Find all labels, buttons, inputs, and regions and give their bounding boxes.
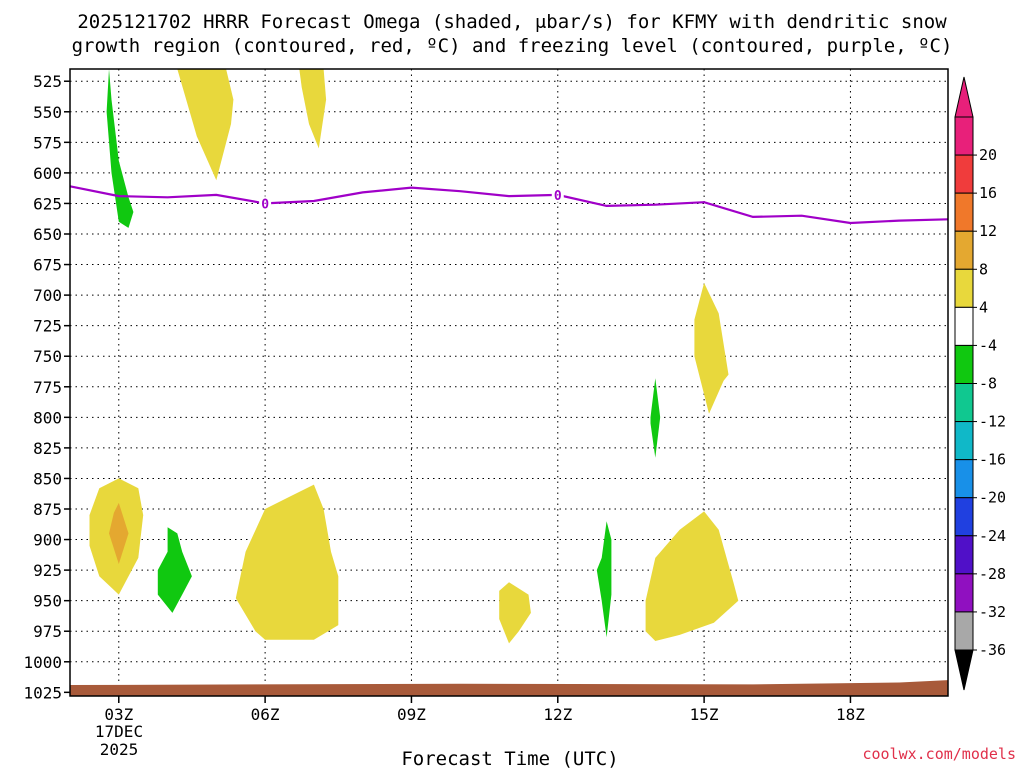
colorbar-bin-12-16	[954, 192, 974, 232]
colorbar-label-20: 20	[979, 146, 997, 164]
colorbar-label--4: -4	[979, 336, 997, 354]
colorbar-bin-20-24	[954, 116, 974, 156]
y-tick-label-625: 625	[33, 194, 62, 213]
colorbar-label--16: -16	[979, 451, 1006, 469]
y-tick-label-575: 575	[33, 133, 62, 152]
plot-frame	[69, 68, 949, 697]
colorbar-bin-8-12	[954, 230, 974, 270]
colorbar-top-arrow	[954, 76, 974, 118]
omega-region-5	[109, 502, 129, 564]
colorbar-bin--8--4	[954, 344, 974, 384]
freezing-level-label-2: 0	[554, 189, 562, 204]
ground-fill	[70, 680, 948, 696]
colorbar-bin-4-8	[954, 268, 974, 308]
y-tick-label-600: 600	[33, 164, 62, 183]
omega-region-2	[177, 69, 234, 181]
colorbar-label--12: -12	[979, 413, 1006, 431]
y-tick-label-950: 950	[33, 592, 62, 611]
colorbar-label-4: 4	[979, 298, 988, 316]
colorbar-label-8: 8	[979, 260, 988, 278]
colorbar-label--8: -8	[979, 375, 997, 393]
y-tick-label-750: 750	[33, 347, 62, 366]
y-tick-label-850: 850	[33, 469, 62, 488]
y-tick-label-975: 975	[33, 622, 62, 641]
colorbar-bin--12--8	[954, 383, 974, 423]
x-tick-label-06Z: 06Z	[251, 705, 280, 724]
colorbar-label--24: -24	[979, 527, 1006, 545]
colorbar-label-16: 16	[979, 184, 997, 202]
y-tick-label-525: 525	[33, 72, 62, 91]
freezing-level-contour: 00	[69, 185, 949, 225]
omega-region-8	[499, 582, 531, 644]
y-tick-label-725: 725	[33, 317, 62, 336]
colorbar-bin--28--24	[954, 535, 974, 575]
colorbar-bottom-arrow	[954, 649, 974, 691]
y-tick-label-700: 700	[33, 286, 62, 305]
y-tick-label-1000: 1000	[23, 653, 62, 672]
ground-surface	[70, 680, 948, 696]
y-tick-label-900: 900	[33, 531, 62, 550]
y-tick-label-1025: 1025	[23, 683, 62, 702]
y-axis-ticks: 525 550 575 600 625 650 675 700 725 750 775 800 825 8…	[23, 72, 70, 702]
colorbar-bin--4-4	[954, 306, 974, 346]
colorbar-bin--36--32	[954, 611, 974, 651]
x-tick-label-03Z: 03Z	[104, 705, 133, 724]
x-axis-label: Forecast Time (UTC)	[401, 748, 618, 768]
date-label-year: 2025	[100, 740, 139, 759]
colorbar-label--36: -36	[979, 641, 1006, 659]
colorbar-label--20: -20	[979, 489, 1006, 507]
colorbar-label--32: -32	[979, 603, 1006, 621]
freezing-level-line	[69, 185, 949, 225]
y-tick-label-675: 675	[33, 256, 62, 275]
x-tick-label-09Z: 09Z	[397, 705, 426, 724]
omega-region-10	[650, 378, 661, 458]
y-tick-label-650: 650	[33, 225, 62, 244]
y-tick-label-800: 800	[33, 408, 62, 427]
y-tick-label-875: 875	[33, 500, 62, 519]
y-tick-label-775: 775	[33, 378, 62, 397]
colorbar-bin--20--16	[954, 459, 974, 499]
chart-title-line-2: growth region (contoured, red, ºC) and f…	[72, 35, 953, 57]
omega-region-12	[645, 511, 739, 641]
omega-region-7	[235, 484, 339, 640]
freezing-label-bg-1	[259, 196, 272, 211]
x-axis-ticks: 03Z 06Z 09Z 12Z 15Z 18Z	[104, 696, 865, 724]
y-tick-label-825: 825	[33, 439, 62, 458]
omega-region-6	[157, 527, 192, 613]
omega-region-9	[596, 521, 612, 638]
colorbar-label--28: -28	[979, 565, 1006, 583]
date-label-day: 17DEC	[95, 722, 143, 741]
colorbar-bin--24--20	[954, 497, 974, 537]
omega-shaded-regions	[89, 69, 739, 644]
omega-region-11	[694, 282, 729, 414]
credit-text: coolwx.com/models	[862, 745, 1016, 763]
y-tick-label-925: 925	[33, 561, 62, 580]
omega-region-3	[299, 69, 327, 149]
y-tick-label-550: 550	[33, 103, 62, 122]
x-tick-label-18Z: 18Z	[836, 705, 865, 724]
colorbar-bin--32--28	[954, 573, 974, 613]
omega-region-1	[106, 69, 134, 228]
colorbar-label-12: 12	[979, 222, 997, 240]
x-tick-label-12Z: 12Z	[543, 705, 572, 724]
colorbar: 20 16 12 8 4 -4 -8 -12 -16 -20 -24 -28 -32 -36	[954, 76, 1006, 691]
freezing-label-bg-2	[551, 187, 564, 202]
x-tick-label-15Z: 15Z	[690, 705, 719, 724]
chart-title-line-1: 2025121702 HRRR Forecast Omega (shaded, …	[77, 11, 947, 33]
gridlines	[70, 69, 948, 696]
colorbar-bin-16-20	[954, 154, 974, 194]
colorbar-bin--16--12	[954, 421, 974, 461]
freezing-level-label-1: 0	[261, 197, 269, 212]
